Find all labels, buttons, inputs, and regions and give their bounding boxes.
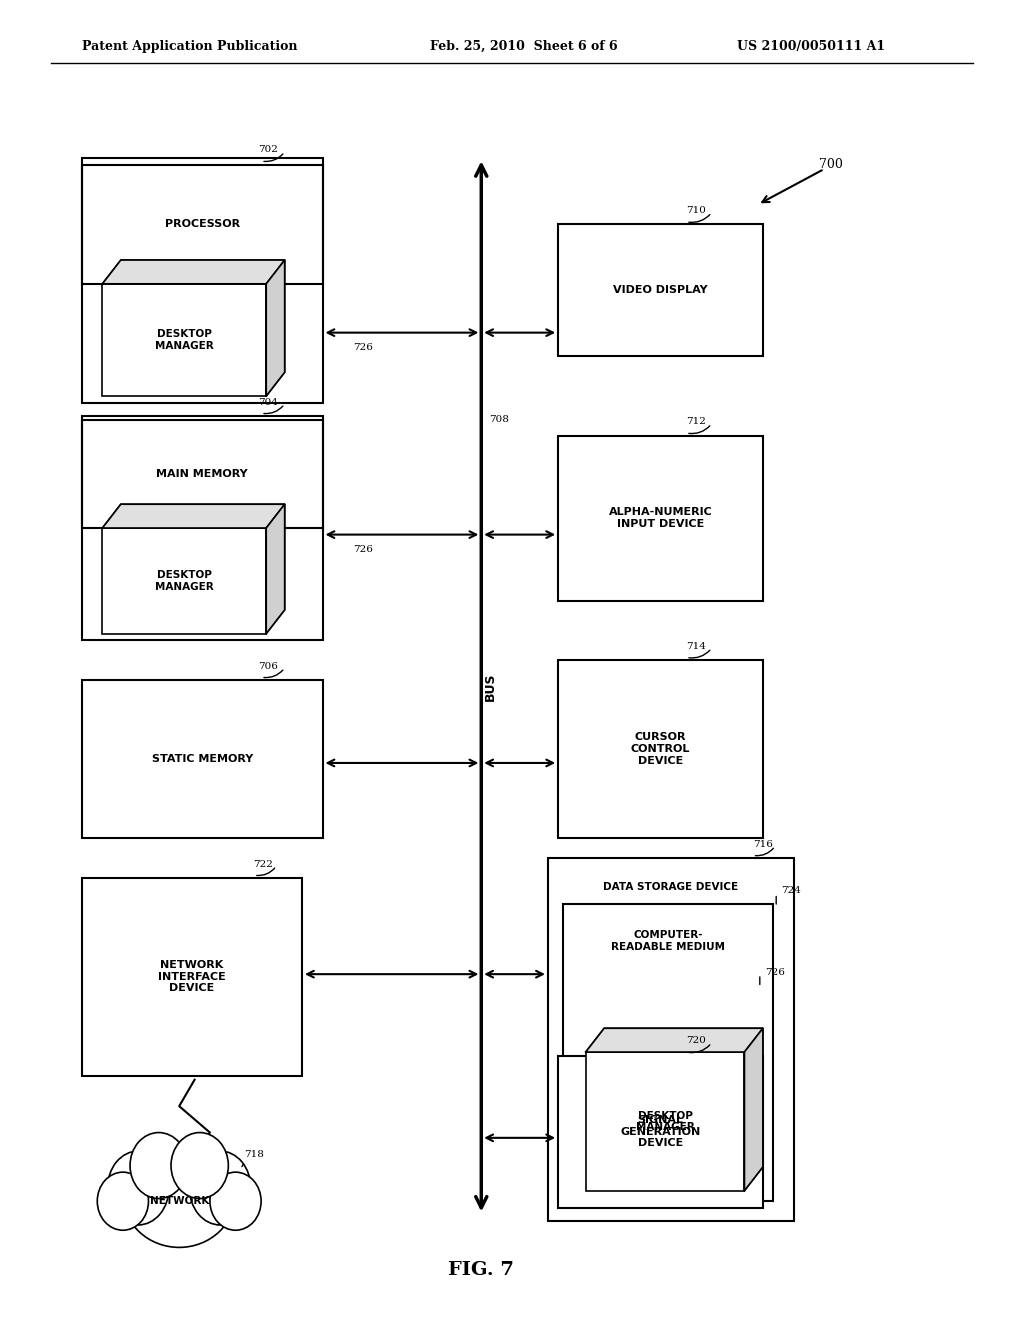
Text: CURSOR
CONTROL
DEVICE: CURSOR CONTROL DEVICE <box>631 733 690 766</box>
FancyBboxPatch shape <box>82 878 302 1076</box>
Text: NETWORK
INTERFACE
DEVICE: NETWORK INTERFACE DEVICE <box>158 960 226 994</box>
FancyBboxPatch shape <box>82 420 323 528</box>
Text: 724: 724 <box>781 886 801 895</box>
Polygon shape <box>102 504 285 528</box>
Text: 700: 700 <box>819 158 843 172</box>
Text: COMPUTER-
READABLE MEDIUM: COMPUTER- READABLE MEDIUM <box>611 931 725 952</box>
Text: 720: 720 <box>686 1036 706 1045</box>
Text: US 2100/0050111 A1: US 2100/0050111 A1 <box>737 40 886 53</box>
Text: BUS: BUS <box>484 672 498 701</box>
Text: PROCESSOR: PROCESSOR <box>165 219 240 230</box>
Ellipse shape <box>210 1172 261 1230</box>
Text: 708: 708 <box>489 416 509 425</box>
Ellipse shape <box>171 1133 228 1199</box>
Ellipse shape <box>97 1172 148 1230</box>
FancyBboxPatch shape <box>82 680 323 838</box>
Ellipse shape <box>108 1151 169 1225</box>
Text: DESKTOP
MANAGER: DESKTOP MANAGER <box>636 1110 694 1133</box>
Text: VIDEO DISPLAY: VIDEO DISPLAY <box>613 285 708 296</box>
Ellipse shape <box>130 1133 187 1199</box>
FancyBboxPatch shape <box>586 1052 744 1191</box>
Text: 704: 704 <box>258 397 278 407</box>
Text: DESKTOP
MANAGER: DESKTOP MANAGER <box>155 570 214 591</box>
FancyBboxPatch shape <box>558 436 763 601</box>
Text: STATIC MEMORY: STATIC MEMORY <box>152 754 253 764</box>
Text: SIGNAL
GENERATION
DEVICE: SIGNAL GENERATION DEVICE <box>621 1115 700 1148</box>
Text: MAIN MEMORY: MAIN MEMORY <box>157 469 248 479</box>
FancyBboxPatch shape <box>558 660 763 838</box>
Text: 714: 714 <box>686 642 706 651</box>
Text: FIG. 7: FIG. 7 <box>449 1261 514 1279</box>
Polygon shape <box>266 260 285 396</box>
Text: 716: 716 <box>753 840 772 849</box>
Ellipse shape <box>189 1151 251 1225</box>
Text: 718: 718 <box>244 1150 263 1159</box>
FancyBboxPatch shape <box>558 224 763 356</box>
Text: 706: 706 <box>258 661 278 671</box>
Text: Feb. 25, 2010  Sheet 6 of 6: Feb. 25, 2010 Sheet 6 of 6 <box>430 40 617 53</box>
Text: 722: 722 <box>253 859 272 869</box>
Text: ALPHA-NUMERIC
INPUT DEVICE: ALPHA-NUMERIC INPUT DEVICE <box>608 507 713 529</box>
Text: DATA STORAGE DEVICE: DATA STORAGE DEVICE <box>603 882 738 892</box>
FancyBboxPatch shape <box>102 528 266 634</box>
Text: 712: 712 <box>686 417 706 426</box>
Polygon shape <box>266 504 285 634</box>
Polygon shape <box>744 1028 763 1191</box>
Text: 726: 726 <box>765 968 784 977</box>
Text: NETWORK: NETWORK <box>150 1196 209 1206</box>
FancyBboxPatch shape <box>82 165 323 284</box>
Polygon shape <box>586 1028 763 1052</box>
Text: 710: 710 <box>686 206 706 215</box>
Text: DESKTOP
MANAGER: DESKTOP MANAGER <box>155 329 214 351</box>
FancyBboxPatch shape <box>563 904 773 1201</box>
FancyBboxPatch shape <box>558 1056 763 1208</box>
FancyBboxPatch shape <box>548 858 794 1221</box>
Text: 726: 726 <box>353 545 373 554</box>
Polygon shape <box>102 260 285 284</box>
FancyBboxPatch shape <box>102 284 266 396</box>
Text: 726: 726 <box>353 343 373 352</box>
Ellipse shape <box>123 1142 236 1247</box>
Text: Patent Application Publication: Patent Application Publication <box>82 40 297 53</box>
Text: 702: 702 <box>258 145 278 154</box>
